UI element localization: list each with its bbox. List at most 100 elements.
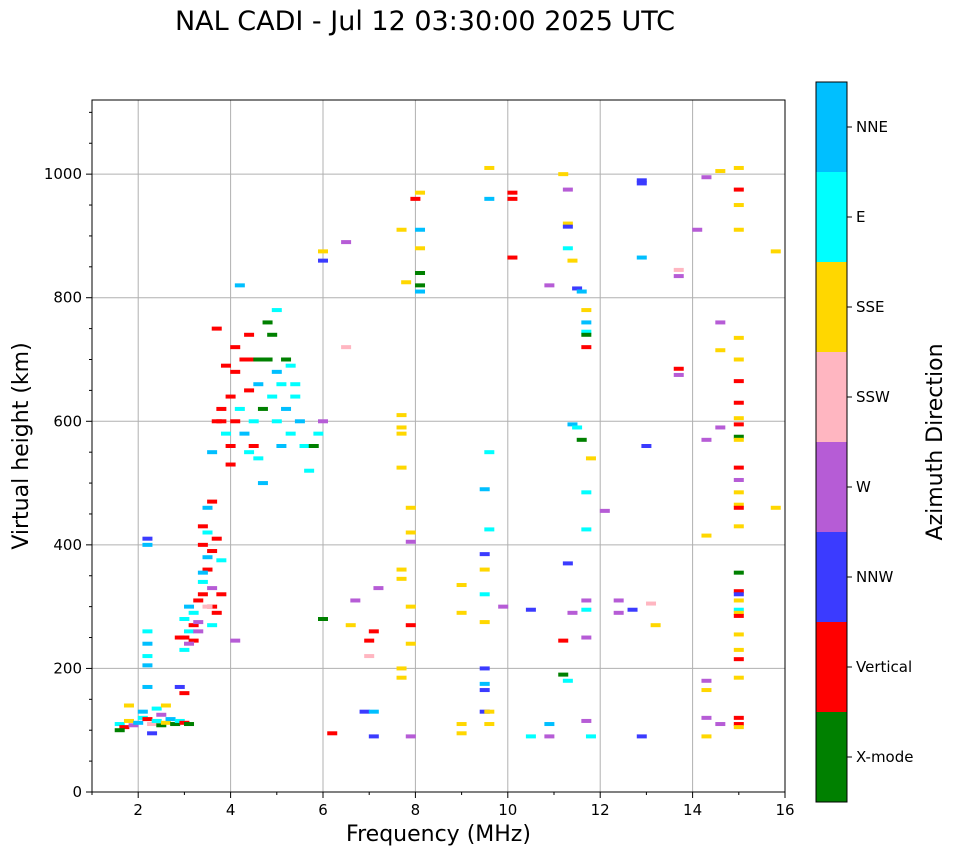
data-point	[184, 629, 195, 634]
data-point	[262, 357, 273, 362]
data-point	[599, 508, 610, 513]
data-point	[650, 623, 661, 628]
data-point	[271, 419, 282, 424]
y-tick-label: 200	[53, 659, 82, 677]
data-point	[692, 227, 703, 232]
data-point	[207, 549, 218, 554]
data-point	[733, 227, 744, 232]
data-point	[581, 718, 592, 723]
data-point	[484, 450, 495, 455]
data-point	[567, 610, 578, 615]
data-point	[179, 647, 190, 652]
data-point	[142, 654, 153, 659]
data-point	[733, 607, 744, 612]
data-point	[207, 623, 218, 628]
data-point	[368, 629, 379, 634]
data-point	[253, 382, 264, 387]
data-point	[318, 419, 328, 424]
data-point	[341, 345, 352, 350]
data-point	[318, 249, 328, 254]
data-point	[581, 598, 592, 603]
data-point	[581, 607, 592, 612]
data-point	[225, 444, 236, 448]
data-point	[733, 657, 744, 662]
data-point	[641, 444, 652, 448]
colorbar-label: NNE	[856, 118, 888, 136]
x-tick-label: 14	[683, 801, 702, 819]
data-point	[244, 450, 255, 455]
data-point	[142, 641, 153, 646]
data-point	[733, 675, 744, 680]
data-point	[123, 718, 134, 723]
y-tick-label: 600	[53, 412, 82, 430]
data-point	[562, 561, 573, 566]
data-point	[147, 731, 158, 736]
data-point	[715, 169, 726, 174]
data-point	[701, 175, 712, 180]
data-point	[456, 731, 467, 736]
x-tick-label: 6	[318, 801, 328, 819]
data-point	[770, 505, 781, 510]
data-point	[327, 731, 338, 736]
colorbar-label: W	[856, 478, 871, 496]
data-point	[396, 227, 407, 232]
data-point	[701, 715, 712, 720]
data-point	[733, 437, 744, 442]
data-point	[576, 289, 587, 294]
data-point	[142, 717, 153, 722]
data-point	[318, 617, 328, 621]
data-point	[733, 589, 744, 594]
data-point	[410, 196, 421, 201]
data-point	[733, 490, 744, 495]
data-point	[184, 641, 195, 646]
data-point	[179, 691, 190, 696]
data-point	[281, 357, 292, 362]
data-point	[544, 734, 555, 739]
data-point	[613, 598, 624, 603]
data-point	[220, 363, 231, 368]
data-point	[733, 165, 744, 170]
data-point	[715, 722, 726, 727]
data-point	[244, 332, 255, 337]
colorbar-segment	[816, 262, 847, 352]
colorbar-segment	[816, 172, 847, 262]
data-point	[151, 718, 162, 723]
colorbar-segment	[816, 532, 847, 622]
data-point	[211, 536, 222, 541]
data-point	[216, 419, 227, 424]
data-point	[294, 419, 305, 424]
data-point	[151, 706, 162, 711]
x-tick-label: 2	[133, 801, 143, 819]
y-tick-label: 400	[53, 536, 82, 554]
data-point	[572, 286, 583, 291]
data-point	[285, 363, 296, 368]
data-point	[733, 598, 744, 603]
data-point	[216, 558, 227, 563]
data-point	[484, 527, 495, 532]
data-point	[364, 638, 375, 643]
data-point	[137, 709, 148, 714]
data-point	[733, 613, 744, 618]
data-point	[479, 592, 490, 597]
colorbar-segment	[816, 352, 847, 442]
data-point	[479, 552, 490, 557]
data-point	[197, 524, 208, 529]
data-point	[562, 678, 573, 683]
data-point	[142, 536, 153, 541]
data-point	[581, 308, 592, 313]
data-point	[271, 308, 282, 313]
data-point	[585, 456, 596, 461]
data-point	[415, 246, 426, 251]
data-point	[576, 437, 587, 442]
data-point	[733, 477, 744, 482]
data-point	[405, 641, 416, 646]
data-point	[405, 734, 416, 739]
data-point	[562, 224, 573, 229]
data-point	[142, 663, 153, 668]
data-point	[193, 629, 204, 634]
colorbar-segment	[816, 442, 847, 532]
data-point	[567, 422, 578, 427]
data-point	[359, 709, 370, 714]
data-point	[715, 348, 726, 353]
